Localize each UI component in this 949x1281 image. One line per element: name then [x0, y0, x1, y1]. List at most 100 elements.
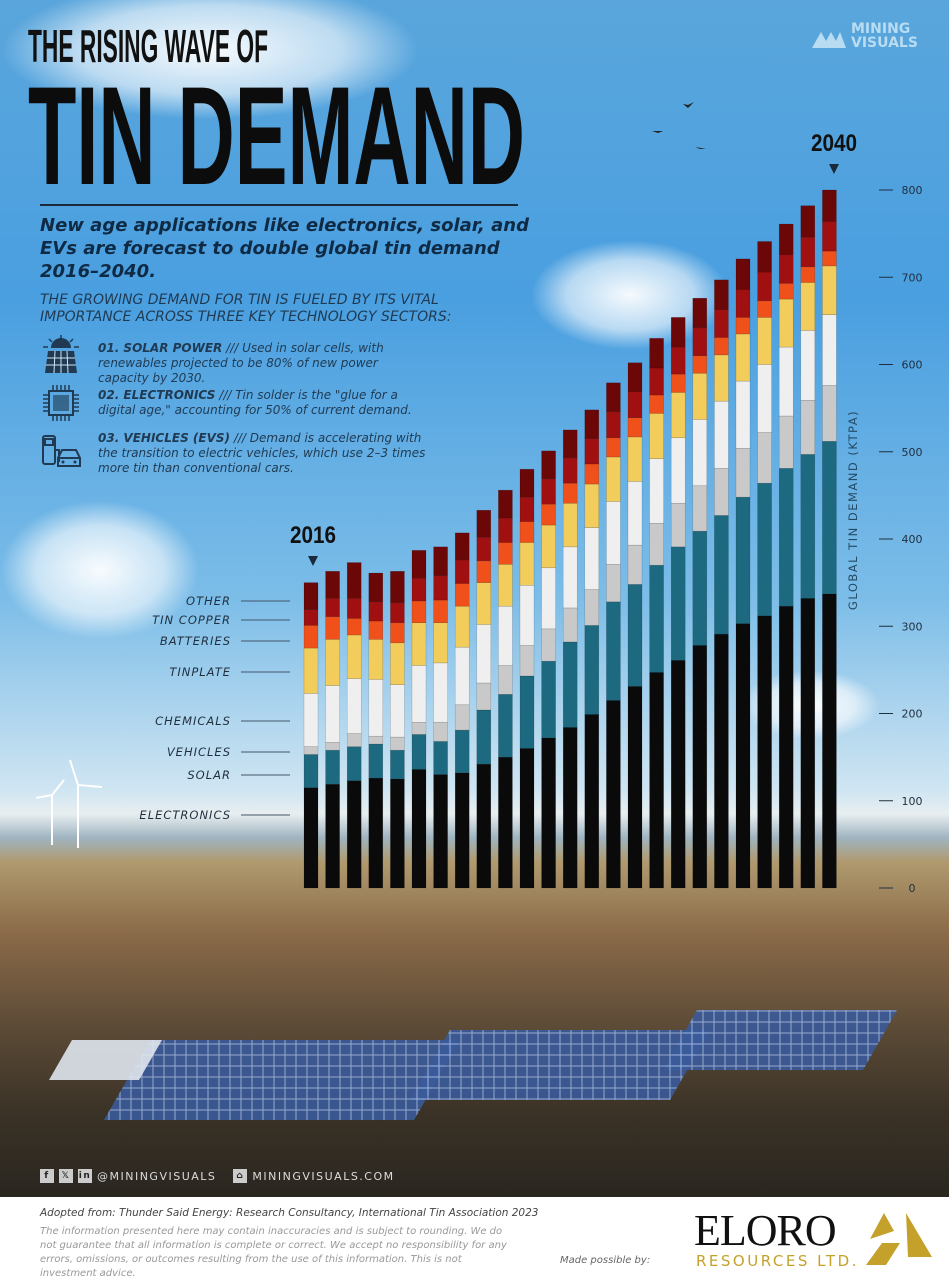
bar-segment-other [692, 297, 708, 329]
bar-segment-tinplate [346, 634, 362, 679]
bar-segment-electronics [325, 783, 340, 889]
bar-segment-tin-copper [346, 598, 362, 619]
title-line1: THE RISING WAVE OF [28, 20, 268, 72]
bar-segment-electronics [670, 660, 686, 889]
legend-label: BATTERIES [160, 634, 231, 648]
y-tick-label: 200 [902, 708, 923, 721]
bar-segment-batteries [498, 542, 513, 565]
solar-panel-image [49, 1040, 162, 1080]
bar-segment-chemicals [735, 380, 751, 449]
bar-segment-tin-copper [390, 602, 405, 624]
bar-segment-vehicles [822, 385, 837, 442]
solar-panel-icon [43, 335, 79, 374]
bar-segment-electronics [562, 727, 578, 889]
solar-panel-image [104, 1040, 460, 1120]
bar-segment-solar [778, 468, 794, 607]
bar-segment-solar [757, 482, 772, 617]
bar-segment-solar [454, 729, 470, 774]
bar-segment-other [822, 189, 837, 222]
bar-segment-tinplate [476, 582, 492, 625]
home-icon[interactable]: ⌂ [233, 1169, 248, 1183]
bar-segment-vehicles [714, 468, 729, 516]
cloud [0, 500, 200, 640]
bar-2027 [541, 450, 556, 889]
y-tick-label: 300 [902, 620, 923, 633]
disclaimer-text: The information presented here may conta… [40, 1226, 507, 1279]
subtitle: New age applications like electronics, s… [40, 215, 529, 282]
bar-segment-batteries [519, 521, 535, 543]
bar-segment-vehicles [562, 607, 578, 643]
social-handle[interactable]: @MININGVISUALS [97, 1169, 217, 1183]
bar-2022 [433, 546, 448, 889]
bar-segment-other [454, 532, 470, 561]
bar-segment-vehicles [541, 628, 556, 662]
bar-segment-chemicals [778, 346, 794, 417]
bar-segment-electronics [735, 623, 751, 889]
bar-segment-solar [519, 675, 535, 749]
bar-segment-other [433, 546, 448, 576]
bar-segment-solar [822, 441, 837, 595]
bar-segment-vehicles [368, 735, 384, 745]
bar-segment-electronics [649, 672, 664, 889]
bar-2020 [390, 571, 405, 889]
bar-segment-electronics [800, 598, 816, 889]
bar-segment-tin-copper [498, 517, 513, 543]
bar-segment-solar [476, 709, 492, 765]
bar-segment-chemicals [390, 684, 405, 738]
bar-segment-chemicals [584, 527, 600, 590]
legend-label: OTHER [186, 594, 231, 608]
bar-segment-chemicals [346, 678, 362, 734]
bar-segment-tinplate [411, 622, 427, 666]
bar-segment-tinplate [692, 372, 708, 420]
bar-segment-tinplate [757, 317, 772, 365]
bar-segment-chemicals [757, 364, 772, 433]
bar-segment-tinplate [368, 639, 384, 680]
bar-segment-other [649, 338, 664, 369]
bar-segment-batteries [303, 625, 319, 649]
bar-segment-vehicles [411, 721, 427, 735]
bar-segment-tinplate [498, 564, 513, 607]
bar-segment-solar [390, 749, 405, 780]
legend-label: CHEMICALS [155, 714, 231, 728]
bar-segment-chemicals [822, 314, 837, 386]
bar-segment-batteries [390, 622, 405, 644]
bar-segment-electronics [714, 633, 729, 889]
bar-segment-solar [433, 741, 448, 775]
bar-segment-tin-copper [454, 559, 470, 584]
bar-segment-electronics [757, 615, 772, 889]
bar-segment-batteries [778, 283, 794, 300]
bar-segment-vehicles [454, 704, 470, 731]
bar-segment-vehicles [778, 415, 794, 469]
bar-segment-other [476, 509, 492, 538]
bar-segment-batteries [692, 355, 708, 374]
bar-segment-vehicles [476, 682, 492, 711]
bar-2033 [670, 317, 686, 889]
mining-visuals-logo: MINING VISUALS [812, 22, 918, 50]
y-tick-label: 400 [902, 533, 923, 546]
bar-segment-vehicles [735, 448, 751, 498]
bar-segment-batteries [627, 417, 643, 438]
bar-segment-other [519, 468, 535, 498]
legend-label: TIN COPPER [152, 613, 231, 627]
sponsor-logo-name: ELORO [694, 1206, 837, 1255]
y-axis-label: GLOBAL TIN DEMAND (KTPA) [846, 410, 860, 610]
bar-segment-tinplate [584, 483, 600, 528]
annotation-2016: 2016 [290, 522, 336, 549]
bar-2032 [649, 338, 664, 889]
annotation-arrow [308, 556, 318, 566]
facebook-icon[interactable]: f [40, 1169, 54, 1183]
bar-segment-vehicles [519, 645, 535, 677]
bar-segment-other [757, 241, 772, 273]
bar-segment-batteries [800, 266, 816, 283]
bar-segment-chemicals [562, 546, 578, 609]
website-link[interactable]: MININGVISUALS.COM [252, 1169, 395, 1183]
bar-segment-solar [411, 734, 427, 770]
bar-segment-solar [498, 694, 513, 758]
bar-segment-other [411, 550, 427, 579]
bar-2026 [519, 468, 535, 889]
linkedin-icon[interactable]: in [78, 1169, 92, 1183]
x-icon[interactable]: 𝕏 [59, 1169, 73, 1183]
bar-segment-solar [692, 530, 708, 646]
bar-segment-electronics [584, 714, 600, 889]
